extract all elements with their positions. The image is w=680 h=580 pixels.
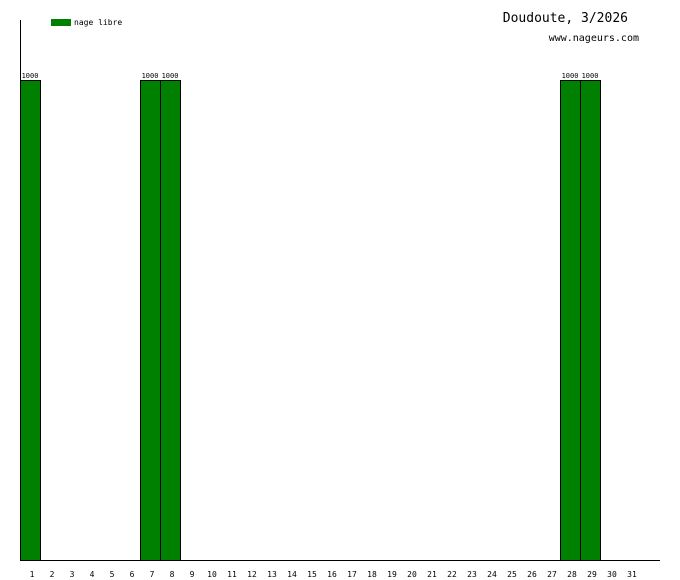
bar-day-8	[160, 80, 181, 561]
x-tick-label-5: 5	[110, 570, 115, 579]
bars-layer	[20, 80, 601, 561]
x-tick-label-27: 27	[547, 570, 557, 579]
bar-labels-layer: 1000 1000 1000 1000 1000	[22, 72, 599, 80]
bar-day-7	[140, 80, 161, 561]
x-tick-label-25: 25	[507, 570, 517, 579]
x-tick-label-24: 24	[487, 570, 497, 579]
chart-title: Doudoute, 3/2026	[503, 11, 628, 26]
x-tick-label-11: 11	[227, 570, 237, 579]
x-tick-label-1: 1	[30, 570, 35, 579]
bar-value-label-day-1: 1000	[22, 72, 39, 80]
x-tick-label-30: 30	[607, 570, 617, 579]
x-tick-labels: 1 2 3 4 5 6 7 8 9 10 11 12 13 14 15 16 17 18 19 20 21 22 23 24 2…	[30, 570, 637, 579]
x-tick-label-28: 28	[567, 570, 577, 579]
x-tick-label-3: 3	[70, 570, 75, 579]
x-tick-label-23: 23	[467, 570, 477, 579]
x-tick-label-26: 26	[527, 570, 537, 579]
x-tick-label-10: 10	[207, 570, 217, 579]
x-tick-label-21: 21	[427, 570, 437, 579]
x-tick-label-6: 6	[130, 570, 135, 579]
x-tick-label-14: 14	[287, 570, 297, 579]
x-tick-label-18: 18	[367, 570, 377, 579]
x-tick-label-12: 12	[247, 570, 257, 579]
x-tick-label-9: 9	[190, 570, 195, 579]
x-tick-label-7: 7	[150, 570, 155, 579]
bar-day-28	[560, 80, 581, 561]
x-tick-label-31: 31	[627, 570, 637, 579]
bar-value-label-day-7: 1000	[142, 72, 159, 80]
legend-swatch	[51, 19, 71, 26]
x-tick-label-13: 13	[267, 570, 277, 579]
x-tick-label-16: 16	[327, 570, 337, 579]
x-tick-label-19: 19	[387, 570, 397, 579]
chart-subtitle: www.nageurs.com	[549, 33, 639, 44]
x-tick-label-15: 15	[307, 570, 317, 579]
x-tick-label-4: 4	[90, 570, 95, 579]
legend-label: nage libre	[74, 18, 122, 27]
bar-value-label-day-29: 1000	[582, 72, 599, 80]
x-tick-label-22: 22	[447, 570, 457, 579]
bar-day-29	[580, 80, 601, 561]
x-tick-label-17: 17	[347, 570, 357, 579]
bar-day-1	[20, 80, 41, 561]
x-tick-label-20: 20	[407, 570, 417, 579]
x-tick-label-29: 29	[587, 570, 597, 579]
bar-value-label-day-28: 1000	[562, 72, 579, 80]
x-tick-label-8: 8	[170, 570, 175, 579]
bar-value-label-day-8: 1000	[162, 72, 179, 80]
x-tick-label-2: 2	[50, 570, 55, 579]
